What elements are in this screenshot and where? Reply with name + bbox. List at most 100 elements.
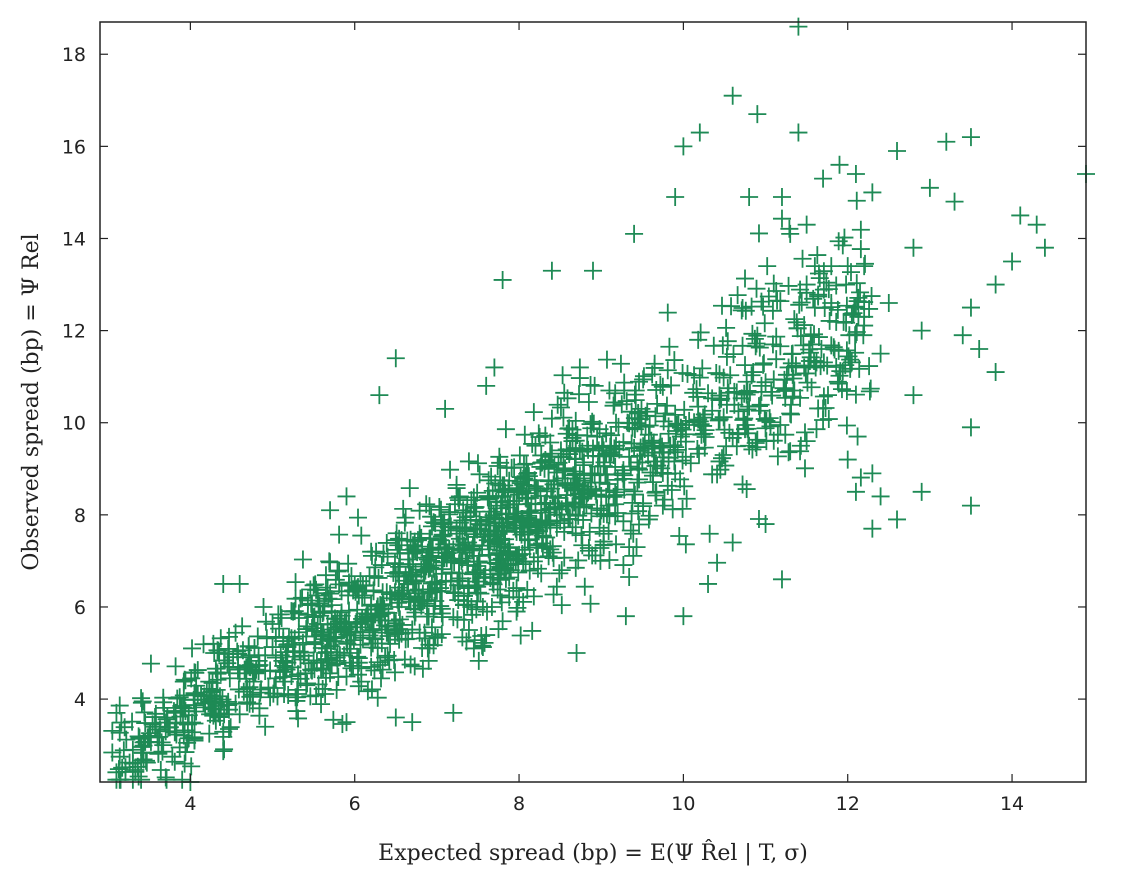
data-point <box>394 499 413 518</box>
data-point <box>639 425 658 444</box>
data-point <box>328 562 347 581</box>
data-point <box>404 536 423 555</box>
data-point <box>641 463 660 482</box>
data-point <box>218 654 237 673</box>
data-point <box>422 618 441 637</box>
data-point <box>625 482 644 501</box>
data-point <box>278 637 297 656</box>
data-point <box>833 236 852 255</box>
data-point <box>737 480 756 499</box>
data-point <box>551 441 570 460</box>
data-point <box>745 329 764 348</box>
data-point <box>321 643 340 662</box>
data-point <box>814 353 833 372</box>
data-point <box>107 770 126 789</box>
data-point <box>699 574 718 593</box>
data-point <box>291 589 310 608</box>
data-point <box>732 301 751 320</box>
data-point <box>734 410 753 429</box>
data-point <box>618 413 637 432</box>
data-point <box>274 656 293 675</box>
data-point <box>353 588 372 607</box>
data-point <box>634 367 653 386</box>
data-point <box>724 345 743 364</box>
data-point <box>616 607 635 626</box>
data-point <box>150 727 169 746</box>
data-point <box>304 576 323 595</box>
data-point <box>453 628 472 647</box>
data-point <box>431 582 450 601</box>
data-point <box>544 585 563 604</box>
data-point <box>313 630 332 649</box>
data-point <box>747 334 766 353</box>
data-point <box>747 279 766 298</box>
data-point <box>450 487 469 506</box>
data-point <box>536 426 555 445</box>
data-point <box>625 224 644 243</box>
data-point <box>316 566 335 585</box>
data-point <box>407 571 426 590</box>
data-point <box>307 580 326 599</box>
data-point <box>666 438 685 457</box>
data-point <box>282 629 301 648</box>
data-point <box>220 644 239 663</box>
data-point <box>352 526 371 545</box>
data-point <box>814 262 833 281</box>
data-point <box>774 379 793 398</box>
data-point <box>611 354 630 373</box>
data-point <box>848 292 867 311</box>
data-point <box>787 313 806 332</box>
x-tick-label: 14 <box>1000 793 1024 815</box>
data-point <box>566 439 585 458</box>
data-point <box>569 551 588 570</box>
data-point <box>594 441 613 460</box>
data-point <box>448 610 467 629</box>
data-point <box>465 576 484 595</box>
data-point <box>736 416 755 435</box>
data-point <box>791 436 810 455</box>
data-point <box>1003 252 1022 271</box>
data-point <box>569 476 588 495</box>
data-point <box>688 439 707 458</box>
data-point <box>187 702 206 721</box>
data-point <box>614 556 633 575</box>
data-point <box>173 770 192 789</box>
data-point <box>851 220 870 239</box>
data-point <box>410 623 429 642</box>
data-point <box>614 512 633 531</box>
data-point <box>749 397 768 416</box>
data-point <box>420 529 439 548</box>
data-point <box>237 660 256 679</box>
data-point <box>220 720 239 739</box>
data-point <box>736 269 755 288</box>
data-point <box>617 392 636 411</box>
data-point <box>510 446 529 465</box>
data-point <box>574 510 593 529</box>
data-point <box>912 321 931 340</box>
data-point <box>484 506 503 525</box>
data-point <box>335 613 354 632</box>
x-tick-label: 8 <box>513 793 525 815</box>
data-point <box>752 382 771 401</box>
data-point <box>403 713 422 732</box>
data-point <box>166 657 185 676</box>
data-point <box>811 357 830 376</box>
data-point <box>937 132 956 151</box>
data-point <box>668 440 687 459</box>
data-point <box>666 464 685 483</box>
data-point <box>696 421 715 440</box>
data-point <box>920 178 939 197</box>
data-point <box>303 608 322 627</box>
data-point <box>362 657 381 676</box>
data-point <box>687 380 706 399</box>
data-point <box>129 727 148 746</box>
data-point <box>513 482 532 501</box>
data-point <box>404 599 423 618</box>
data-point <box>252 680 271 699</box>
data-point <box>268 687 287 706</box>
data-point <box>526 494 545 513</box>
data-point <box>197 683 216 702</box>
data-point <box>496 504 515 523</box>
data-point <box>551 398 570 417</box>
data-point <box>406 603 425 622</box>
